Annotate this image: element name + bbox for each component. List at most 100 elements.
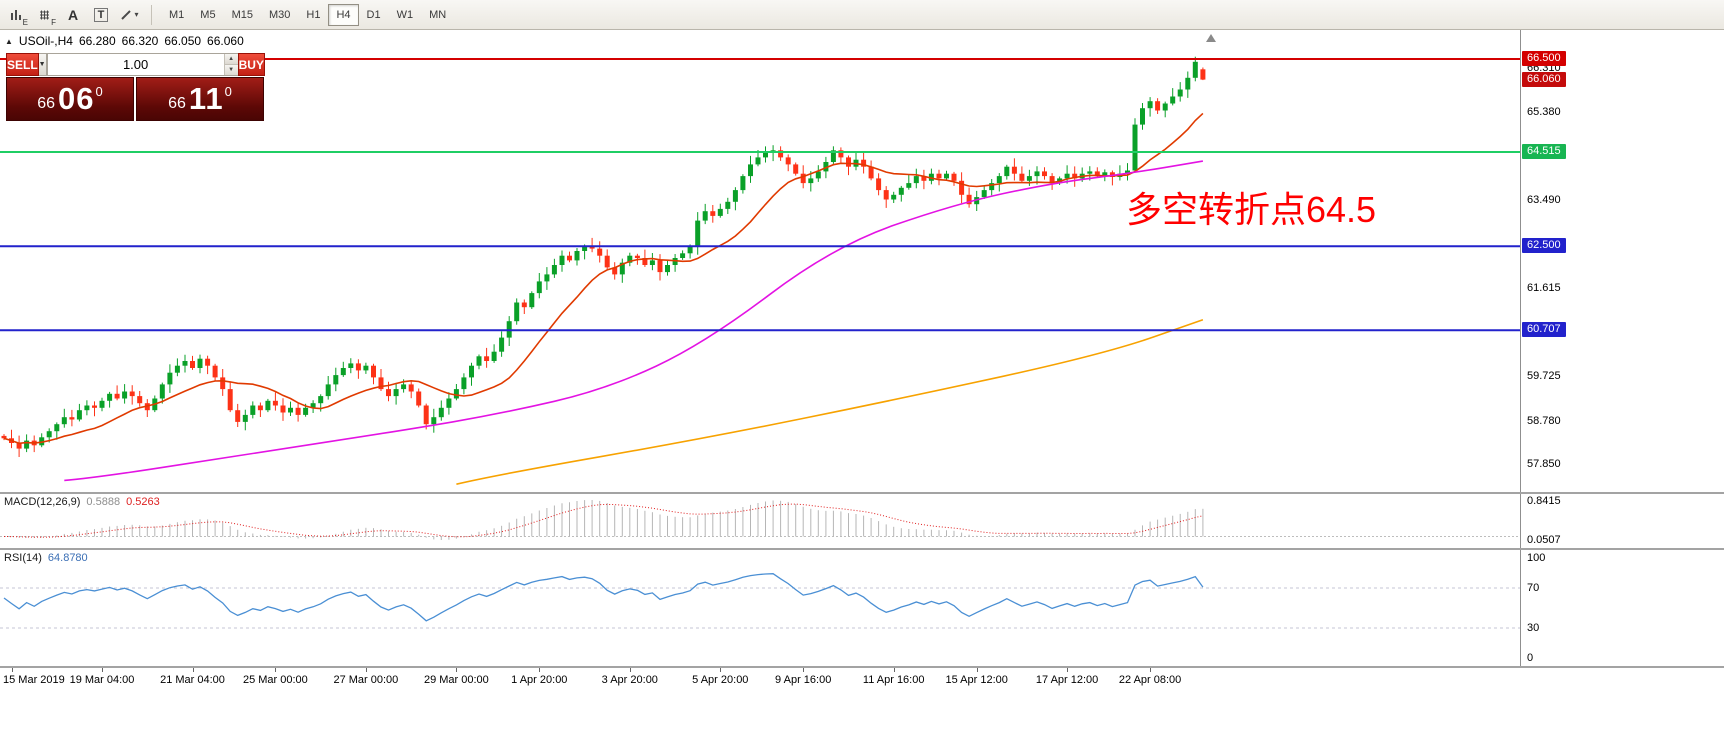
timeframe-button-h4[interactable]: H4 bbox=[328, 3, 359, 26]
time-tick bbox=[456, 668, 458, 672]
toolbar-separator bbox=[151, 4, 152, 25]
sell-button[interactable]: SELL bbox=[6, 53, 39, 76]
timeframe-button-m5[interactable]: M5 bbox=[192, 4, 223, 26]
time-label: 3 Apr 20:00 bbox=[601, 674, 658, 686]
grid-icon bbox=[40, 10, 49, 19]
timeframe-button-w1[interactable]: W1 bbox=[389, 4, 422, 26]
letter-a-icon: A bbox=[67, 6, 79, 23]
spinner-down-icon[interactable]: ▼ bbox=[224, 64, 238, 75]
macd-pane: MACD(12,26,9) 0.5888 0.5263 0.8415 0.0507 bbox=[0, 494, 1724, 548]
axis-tick-label: 61.615 bbox=[1527, 281, 1561, 294]
time-label: 5 Apr 20:00 bbox=[692, 674, 749, 686]
time-label: 11 Apr 16:00 bbox=[862, 674, 925, 686]
pane-divider[interactable] bbox=[0, 666, 1724, 668]
axis-tick-label: 30 bbox=[1527, 622, 1540, 634]
price-tag: 60.707 bbox=[1522, 322, 1566, 338]
bar-open-value: 66.280 bbox=[78, 34, 116, 48]
rsi-plot[interactable] bbox=[0, 550, 1520, 666]
spinner-up-icon[interactable]: ▲ bbox=[224, 54, 238, 64]
time-label: 29 Mar 00:00 bbox=[423, 674, 489, 686]
timeframe-button-m30[interactable]: M30 bbox=[261, 4, 298, 26]
tool-sub-label-f: F bbox=[51, 17, 56, 27]
volume-box: ▲ ▼ bbox=[46, 53, 238, 76]
buy-button[interactable]: BUY bbox=[237, 53, 265, 76]
bar-low-value: 66.050 bbox=[164, 34, 202, 48]
time-label: 25 Mar 00:00 bbox=[242, 674, 308, 686]
svg-text:多空转折点64.5: 多空转折点64.5 bbox=[1126, 189, 1376, 230]
timeframe-group: M1 M5 M15 M30 H1 H4 D1 W1 MN bbox=[161, 3, 454, 26]
macd-title: MACD(12,26,9) bbox=[4, 496, 81, 508]
time-tick bbox=[1150, 668, 1152, 672]
line-draw-tool-button[interactable]: ▾ bbox=[116, 3, 142, 27]
price-tag: 64.515 bbox=[1522, 144, 1566, 159]
axis-tick-label: 58.780 bbox=[1527, 414, 1561, 427]
tool-sub-label-e: E bbox=[22, 17, 28, 27]
time-label: 27 Mar 00:00 bbox=[333, 674, 399, 686]
ask-big-digits: 11 bbox=[188, 81, 224, 116]
time-tick bbox=[192, 668, 194, 672]
rsi-axis[interactable]: 100 70 30 0 bbox=[1520, 550, 1724, 666]
time-tick bbox=[893, 668, 895, 672]
time-tick bbox=[539, 668, 541, 672]
candles-e-tool-button[interactable]: E bbox=[4, 3, 30, 27]
chart-ohlc-header: ▲ USOil-,H4 66.280 66.320 66.050 66.060 bbox=[5, 34, 244, 48]
time-tick bbox=[976, 668, 978, 672]
symbol-period-label: USOil-,H4 bbox=[18, 34, 73, 48]
pane-divider[interactable] bbox=[0, 492, 1724, 494]
macd-signal-value: 0.5263 bbox=[126, 496, 160, 508]
time-label: 15 Mar 2019 bbox=[3, 674, 65, 686]
axis-tick-label: 0 bbox=[1527, 652, 1534, 664]
volume-spinner: ▲ ▼ bbox=[223, 54, 238, 75]
time-label: 15 Apr 12:00 bbox=[945, 674, 1008, 686]
time-tick bbox=[275, 668, 277, 672]
time-label: 9 Apr 16:00 bbox=[775, 674, 832, 686]
time-tick bbox=[720, 668, 722, 672]
pane-divider[interactable] bbox=[0, 548, 1724, 550]
macd-axis[interactable]: 0.8415 0.0507 bbox=[1520, 494, 1724, 548]
time-tick bbox=[102, 668, 103, 672]
timeframe-button-h1[interactable]: H1 bbox=[298, 4, 328, 26]
rsi-pane: RSI(14) 64.8780 100 70 30 0 bbox=[0, 550, 1724, 666]
time-tick bbox=[803, 668, 805, 672]
grid-f-tool-button[interactable]: F bbox=[32, 3, 58, 27]
rsi-header: RSI(14) 64.8780 bbox=[4, 552, 88, 564]
chart-toolbar: E F A T ▾ M1 M5 M15 M30 H1 H4 D1 W1 MN bbox=[0, 0, 1724, 30]
timeframe-button-d1[interactable]: D1 bbox=[359, 4, 389, 26]
ask-prefix: 66 bbox=[168, 95, 186, 112]
ask-quote[interactable]: 66 11 0 bbox=[136, 77, 264, 121]
time-label: 1 Apr 20:00 bbox=[511, 674, 568, 686]
price-axis[interactable]: 66.310 65.380 63.490 61.615 59.725 58.780 57.8… bbox=[1520, 30, 1724, 492]
time-axis[interactable]: 15 Mar 2019 19 Mar 04:00 21 Mar 04:00 25 Ma… bbox=[0, 668, 1724, 694]
macd-header: MACD(12,26,9) 0.5888 0.5263 bbox=[4, 496, 160, 508]
price-tag: 66.060 bbox=[1522, 71, 1566, 87]
label-a-tool-button[interactable]: A bbox=[60, 3, 86, 27]
bid-quote[interactable]: 66 06 0 bbox=[6, 77, 134, 121]
time-label: 17 Apr 12:00 bbox=[1035, 674, 1099, 686]
macd-plot[interactable] bbox=[0, 494, 1520, 548]
symbol-marker-icon: ▲ bbox=[5, 36, 13, 46]
bar-high-value: 66.320 bbox=[121, 34, 159, 48]
timeframe-button-m1[interactable]: M1 bbox=[161, 4, 192, 26]
candlestick-chart[interactable]: 多空转折点64.5 bbox=[0, 30, 1520, 492]
chevron-down-icon: ▾ bbox=[134, 10, 139, 19]
time-tick bbox=[11, 668, 13, 672]
time-tick bbox=[1067, 668, 1069, 672]
text-t-tool-button[interactable]: T bbox=[88, 3, 114, 27]
time-label: 21 Mar 04:00 bbox=[160, 674, 225, 686]
time-label: 22 Apr 08:00 bbox=[1118, 674, 1182, 686]
axis-tick-label: 0.8415 bbox=[1527, 495, 1561, 507]
axis-tick-label: 65.380 bbox=[1527, 105, 1561, 118]
timeframe-button-mn[interactable]: MN bbox=[421, 4, 454, 26]
axis-tick-label: 0.0507 bbox=[1527, 534, 1561, 546]
axis-tick-label: 57.850 bbox=[1527, 458, 1561, 470]
bid-prefix: 66 bbox=[37, 95, 56, 112]
volume-preset-caret-icon[interactable]: ▼ bbox=[38, 53, 47, 76]
volume-input[interactable] bbox=[47, 54, 224, 75]
price-tag: 62.500 bbox=[1522, 238, 1566, 254]
boxed-t-icon: T bbox=[93, 7, 109, 22]
axis-tick-label: 63.490 bbox=[1527, 194, 1561, 206]
trendline-icon bbox=[121, 9, 132, 20]
timeframe-button-m15[interactable]: M15 bbox=[224, 4, 261, 26]
main-price-pane: 多空转折点64.5 ▲ USOil-,H4 66.280 66.320 66.0… bbox=[0, 30, 1724, 492]
